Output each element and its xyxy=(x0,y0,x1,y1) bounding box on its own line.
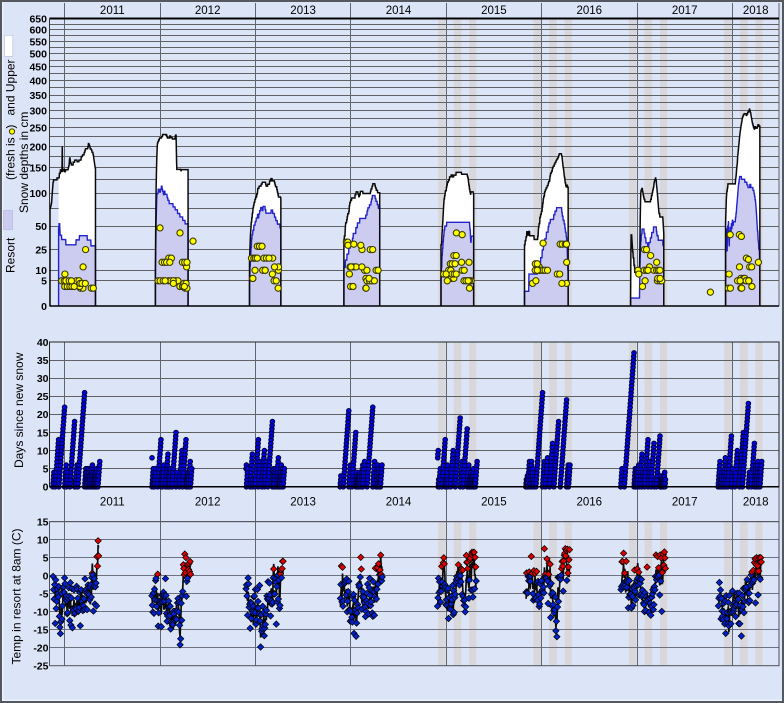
svg-text:2012: 2012 xyxy=(195,5,221,17)
svg-text:-5: -5 xyxy=(39,589,48,601)
svg-text:2011: 2011 xyxy=(100,5,125,17)
svg-text:0: 0 xyxy=(43,482,49,494)
svg-text:10: 10 xyxy=(35,265,47,277)
svg-text:50: 50 xyxy=(35,221,47,233)
svg-text:Resort: Resort xyxy=(4,237,18,273)
svg-text:2018: 2018 xyxy=(743,497,769,509)
svg-text:2011: 2011 xyxy=(100,497,125,509)
svg-text:0: 0 xyxy=(43,571,49,583)
svg-text:(fresh is: (fresh is xyxy=(4,137,18,180)
svg-text:25: 25 xyxy=(35,244,47,256)
svg-text:-25: -25 xyxy=(33,661,48,673)
svg-text:15: 15 xyxy=(37,517,49,529)
svg-text:30: 30 xyxy=(37,373,49,385)
svg-text:Days since new snow: Days since new snow xyxy=(12,352,26,468)
svg-text:Snow depths in cm: Snow depths in cm xyxy=(17,112,31,213)
svg-text:35: 35 xyxy=(37,355,49,367)
svg-text:2016: 2016 xyxy=(577,497,603,509)
svg-text:20: 20 xyxy=(37,409,49,421)
svg-text:-10: -10 xyxy=(33,607,48,619)
svg-text:-15: -15 xyxy=(33,625,48,637)
svg-text:-20: -20 xyxy=(33,643,48,655)
svg-text:5: 5 xyxy=(41,276,47,288)
svg-text:450: 450 xyxy=(29,62,47,74)
svg-text:0: 0 xyxy=(41,301,47,313)
svg-text:550: 550 xyxy=(29,36,47,48)
svg-text:2017: 2017 xyxy=(672,497,698,509)
svg-text:350: 350 xyxy=(29,90,47,102)
svg-text:650: 650 xyxy=(29,13,47,25)
svg-text:15: 15 xyxy=(37,427,49,439)
svg-text:2015: 2015 xyxy=(481,497,507,509)
svg-text:2018: 2018 xyxy=(743,5,769,17)
svg-text:Temp in resort at 8am (C): Temp in resort at 8am (C) xyxy=(10,528,24,664)
svg-text:300: 300 xyxy=(29,106,47,118)
svg-text:5: 5 xyxy=(43,553,49,565)
svg-text:200: 200 xyxy=(29,141,47,153)
svg-text:25: 25 xyxy=(37,391,49,403)
svg-text:2013: 2013 xyxy=(290,497,316,509)
svg-text:2012: 2012 xyxy=(195,497,221,509)
svg-text:2014: 2014 xyxy=(386,497,412,509)
svg-text:600: 600 xyxy=(29,25,47,37)
svg-text:10: 10 xyxy=(37,445,49,457)
svg-text:500: 500 xyxy=(29,49,47,61)
svg-text:150: 150 xyxy=(29,163,47,175)
svg-text:2015: 2015 xyxy=(481,5,507,17)
svg-text:100: 100 xyxy=(29,188,47,200)
svg-text:and Upper: and Upper xyxy=(4,59,18,115)
svg-text:400: 400 xyxy=(29,75,47,87)
svg-text:10: 10 xyxy=(37,535,49,547)
svg-text:250: 250 xyxy=(29,123,47,135)
svg-text:2014: 2014 xyxy=(386,5,412,17)
svg-text:2013: 2013 xyxy=(290,5,316,17)
svg-text:2016: 2016 xyxy=(577,5,603,17)
svg-text:5: 5 xyxy=(43,464,49,476)
svg-text:): ) xyxy=(4,125,18,129)
svg-text:40: 40 xyxy=(37,337,49,349)
svg-text:2017: 2017 xyxy=(672,5,698,17)
